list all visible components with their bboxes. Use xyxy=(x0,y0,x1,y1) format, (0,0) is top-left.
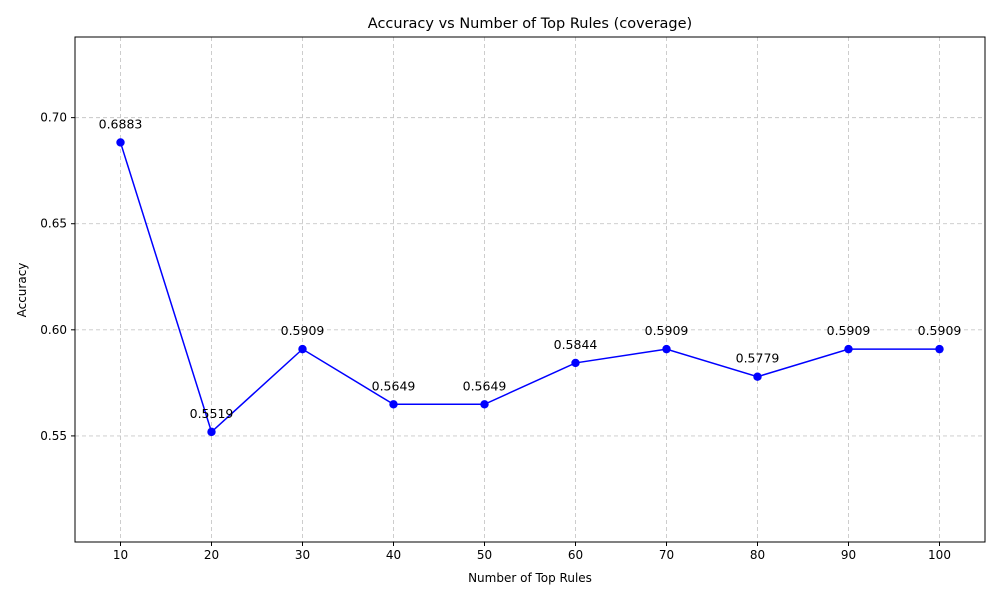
data-point xyxy=(389,400,398,409)
data-point xyxy=(935,344,944,354)
x-axis-label: Number of Top Rules xyxy=(468,571,592,585)
data-point xyxy=(298,344,307,354)
grid xyxy=(75,37,985,542)
data-point xyxy=(116,138,125,147)
data-point xyxy=(844,344,853,354)
data-label: 0.5649 xyxy=(372,378,416,393)
x-tick-label: 70 xyxy=(659,548,674,562)
y-tick-label: 0.55 xyxy=(40,429,67,443)
data-label: 0.5649 xyxy=(463,378,507,393)
data-label: 0.5909 xyxy=(827,323,871,338)
data-point xyxy=(571,358,580,368)
x-tick-label: 30 xyxy=(295,548,310,562)
x-tick-label: 100 xyxy=(928,548,951,562)
data-label: 0.6883 xyxy=(99,116,143,131)
y-axis: 0.55 0.60 0.65 0.70 xyxy=(40,111,75,443)
y-tick-label: 0.60 xyxy=(40,323,67,337)
data-label: 0.5909 xyxy=(918,323,962,338)
x-tick-label: 10 xyxy=(113,548,128,562)
series-line xyxy=(119,142,940,434)
x-axis: 10 20 30 40 50 60 70 80 90 100 xyxy=(113,542,951,562)
data-point xyxy=(207,427,216,437)
x-tick-label: 50 xyxy=(477,548,492,562)
data-point xyxy=(662,344,671,354)
plot-frame xyxy=(74,36,986,543)
data-point xyxy=(480,400,489,409)
x-tick-label: 20 xyxy=(204,548,219,562)
series-layer: 0.6883 0.5519 0.5909 0.5649 0.5649 0.5844 0.59… xyxy=(99,116,962,437)
data-label: 0.5909 xyxy=(281,323,325,338)
x-tick-label: 80 xyxy=(750,548,765,562)
y-axis-label: Accuracy xyxy=(15,263,29,318)
x-tick-label: 40 xyxy=(386,548,401,562)
data-label: 0.5519 xyxy=(190,406,234,421)
x-tick-label: 60 xyxy=(568,548,583,562)
data-label: 0.5779 xyxy=(736,351,780,366)
data-point xyxy=(753,372,762,381)
data-label: 0.5844 xyxy=(554,337,598,352)
x-tick-label: 90 xyxy=(841,548,856,562)
y-tick-label: 0.65 xyxy=(40,217,67,231)
data-label: 0.5909 xyxy=(645,323,689,338)
y-tick-label: 0.70 xyxy=(40,111,67,125)
chart-title: Accuracy vs Number of Top Rules (coverag… xyxy=(368,16,692,32)
